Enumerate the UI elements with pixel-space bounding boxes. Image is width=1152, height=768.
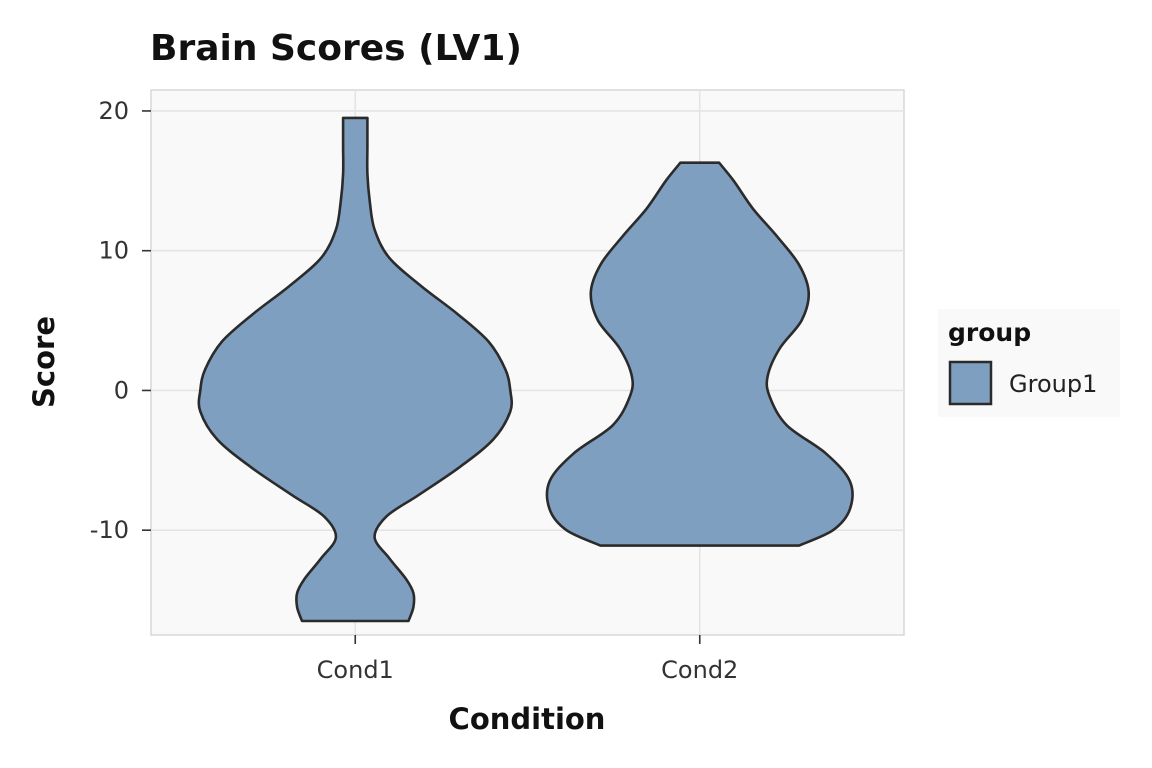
- legend-key-group1: [948, 360, 993, 406]
- y-tick-label-1: 10: [98, 237, 129, 265]
- y-axis: 20 10 0 -10: [90, 97, 151, 544]
- x-tick-label-0: Cond1: [317, 656, 394, 684]
- violins-layer: [197, 116, 854, 623]
- x-tick-label-1: Cond2: [661, 656, 738, 684]
- y-tick-label-0: 20: [98, 97, 129, 125]
- legend-label-group1: Group1: [1009, 370, 1097, 398]
- violin-cond2: [545, 161, 854, 547]
- chart-title: Brain Scores (LV1): [150, 28, 522, 69]
- y-axis-title: Score: [27, 316, 61, 408]
- x-axis-title: Condition: [449, 702, 606, 736]
- legend-title: group: [948, 318, 1031, 347]
- y-tick-label-3: -10: [90, 516, 129, 544]
- x-axis: Cond1 Cond2: [317, 635, 738, 684]
- legend: group Group1: [938, 309, 1120, 417]
- violin-cond1: [197, 116, 514, 623]
- y-tick-label-2: 0: [114, 376, 129, 404]
